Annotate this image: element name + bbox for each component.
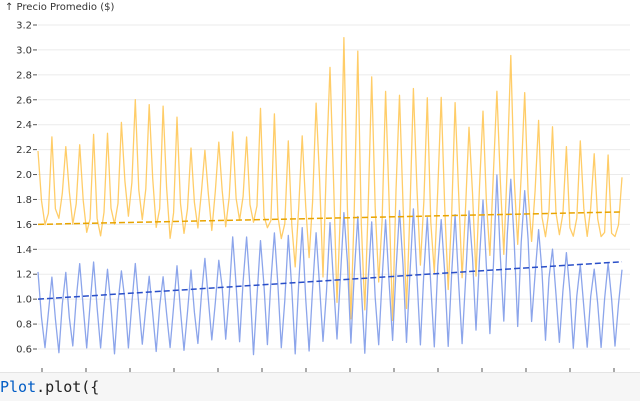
y-tick-label: 0.8 [16, 320, 32, 331]
y-tick-label: 2.0 [16, 170, 32, 181]
y-gridlines [38, 24, 630, 350]
y-tick-label: 1.2 [16, 270, 32, 281]
trend-line-1 [37, 211, 623, 226]
y-tick-label: 1.6 [16, 220, 32, 231]
y-tick-label: 3.2 [16, 21, 32, 32]
price-chart: 0.6 0.8 1.0 1.2 1.4 1.6 1.8 2.0 2.2 2.4 2.6 2.8 3.0 3… [5, 2, 630, 372]
y-tick-label: 1.4 [16, 245, 32, 256]
y-tick-label: 1.0 [16, 295, 32, 306]
trend-lines [37, 211, 623, 300]
code-method-call: .plot({ [36, 378, 100, 396]
y-axis-title: ↑ Precio Promedio ($) [5, 2, 114, 13]
y-tick-labels: 0.6 0.8 1.0 1.2 1.4 1.6 1.8 2.0 2.2 2.4 2.6 2.8 3.0 3… [16, 21, 37, 356]
y-tick-label: 2.2 [16, 145, 32, 156]
y-tick-label: 2.4 [16, 120, 32, 131]
y-tick-label: 0.6 [16, 345, 32, 356]
trend-line-2 [37, 261, 623, 300]
y-tick-label: 3.0 [16, 45, 32, 56]
series-area [37, 37, 623, 356]
y-tick-label: 1.8 [16, 195, 32, 206]
x-axis-ticks [41, 368, 615, 372]
series-line-1 [37, 37, 623, 322]
series-line-2 [37, 174, 623, 356]
y-tick-label: 2.8 [16, 70, 32, 81]
y-tick-label: 2.6 [16, 95, 32, 106]
code-function-name: Plot [0, 378, 37, 396]
code-snippet[interactable]: Plot.plot({ [0, 372, 640, 401]
